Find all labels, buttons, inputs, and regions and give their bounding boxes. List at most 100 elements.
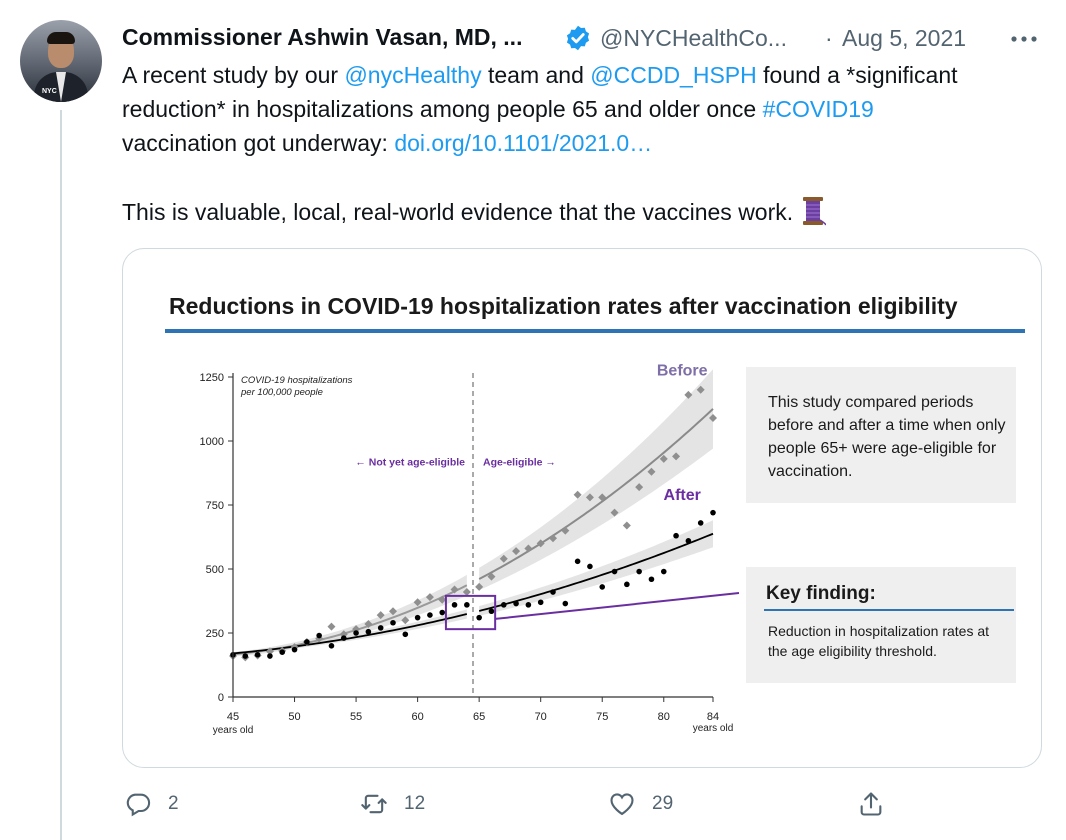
region-label-eligible: Age-eligible → bbox=[483, 456, 556, 468]
like-count: 29 bbox=[652, 793, 674, 814]
tweet-text-line-1: A recent study by our @nycHealthy team a… bbox=[122, 58, 958, 92]
before-data-point bbox=[635, 483, 644, 492]
before-data-point bbox=[573, 490, 582, 499]
before-data-point bbox=[598, 493, 607, 502]
tweet-timestamp[interactable]: Aug 5, 2021 bbox=[842, 25, 967, 51]
x-tick-label: 50 bbox=[288, 711, 300, 723]
mention-nychealthy[interactable]: @nycHealthy bbox=[344, 62, 482, 88]
after-data-point bbox=[660, 568, 667, 575]
author-name[interactable]: Commissioner Ashwin Vasan, MD, ... bbox=[122, 24, 523, 50]
x-tick-label: 75 bbox=[596, 711, 608, 723]
after-data-point bbox=[525, 602, 532, 608]
study-description-text: This study compared periods before and a… bbox=[768, 394, 1006, 480]
before-data-point bbox=[413, 598, 422, 607]
after-data-point bbox=[328, 643, 335, 649]
before-data-point bbox=[487, 572, 496, 581]
after-data-point bbox=[242, 653, 249, 659]
after-data-point bbox=[353, 630, 359, 636]
before-data-point bbox=[672, 452, 681, 461]
tweet-media-card[interactable]: Reductions in COVID-19 hospitalization r… bbox=[122, 248, 1042, 768]
tweet-text-line-3: vaccination got underway: doi.org/10.110… bbox=[122, 126, 652, 160]
before-data-point bbox=[315, 634, 324, 643]
key-finding-divider bbox=[764, 609, 1014, 611]
author-avatar[interactable]: NYC bbox=[20, 20, 102, 102]
share-icon bbox=[860, 792, 882, 816]
before-data-point bbox=[561, 526, 570, 535]
after-data-point bbox=[488, 608, 495, 615]
after-data-point bbox=[562, 600, 569, 607]
before-data-point bbox=[647, 467, 656, 476]
x-unit-label-start: years old bbox=[213, 725, 254, 736]
y-tick-label: 1000 bbox=[200, 436, 224, 448]
hashtag-covid19[interactable]: #COVID19 bbox=[762, 96, 874, 122]
doi-link[interactable]: doi.org/10.1101/2021.0… bbox=[394, 130, 653, 156]
like-button[interactable]: 29 bbox=[608, 784, 673, 824]
after-data-point bbox=[439, 609, 446, 616]
author-handle[interactable]: @NYCHealthCo... bbox=[600, 25, 787, 51]
before-right-confidence-band bbox=[479, 369, 713, 591]
y-tick-label: 750 bbox=[206, 500, 224, 512]
after-data-point bbox=[279, 649, 286, 655]
before-data-point bbox=[401, 616, 410, 625]
x-tick-label: 55 bbox=[350, 711, 362, 723]
after-data-point bbox=[476, 614, 482, 621]
series-label-before: Before bbox=[657, 363, 708, 380]
avatar-logo-text: NYC bbox=[42, 88, 57, 95]
before-data-point bbox=[339, 630, 348, 639]
key-finding-title: Key finding: bbox=[766, 583, 876, 604]
heart-icon bbox=[610, 793, 634, 816]
before-data-point bbox=[696, 385, 705, 394]
after-data-point bbox=[587, 563, 593, 570]
key-finding-box: Key finding: Reduction in hospitalizatio… bbox=[746, 567, 1016, 683]
y-tick-label: 500 bbox=[206, 564, 224, 576]
after-data-point bbox=[673, 532, 679, 539]
after-data-point bbox=[697, 520, 704, 526]
after-data-point bbox=[254, 651, 261, 658]
before-data-point bbox=[524, 544, 533, 553]
before-data-point bbox=[450, 585, 459, 594]
before-data-point bbox=[536, 539, 545, 548]
after-data-point bbox=[291, 646, 298, 653]
x-tick-label: 65 bbox=[473, 711, 485, 723]
after-data-point bbox=[365, 628, 372, 635]
after-data-point bbox=[390, 619, 396, 626]
chart-title: Reductions in COVID-19 hospitalization r… bbox=[169, 293, 958, 319]
key-finding-pointer-line bbox=[495, 592, 740, 620]
share-button[interactable] bbox=[857, 784, 885, 824]
after-data-point bbox=[710, 509, 716, 516]
after-right-fit-line bbox=[478, 532, 714, 612]
before-data-point bbox=[610, 508, 619, 517]
after-data-point bbox=[464, 602, 470, 608]
before-data-point bbox=[265, 647, 274, 656]
before-data-point bbox=[438, 595, 447, 604]
before-data-point bbox=[499, 554, 508, 563]
verified-badge-icon bbox=[566, 25, 590, 51]
reply-button[interactable]: 2 bbox=[124, 784, 179, 824]
retweet-button[interactable]: 12 bbox=[360, 784, 425, 824]
before-data-point bbox=[425, 593, 434, 602]
mention-ccdd-hsph[interactable]: @CCDD_HSPH bbox=[590, 62, 757, 88]
before-data-point bbox=[709, 413, 717, 422]
after-data-point bbox=[427, 612, 433, 618]
separator-dot: · bbox=[825, 25, 833, 51]
reply-count: 2 bbox=[168, 793, 179, 814]
after-data-point bbox=[574, 558, 581, 565]
y-tick-label: 0 bbox=[218, 692, 224, 704]
before-data-point bbox=[376, 611, 385, 620]
after-data-point bbox=[550, 589, 556, 595]
before-data-point bbox=[389, 607, 397, 616]
after-data-point bbox=[513, 600, 519, 607]
after-left-fit-line bbox=[232, 613, 468, 655]
text: reduction* in hospitalizations among peo… bbox=[122, 96, 763, 122]
threshold-highlight-box bbox=[444, 594, 497, 631]
y-tick-label: 1250 bbox=[200, 372, 224, 384]
after-right-confidence-band bbox=[479, 520, 713, 616]
after-data-point bbox=[611, 568, 618, 575]
text: vaccination got underway: bbox=[122, 130, 395, 156]
after-data-point bbox=[316, 632, 322, 639]
retweet-icon bbox=[361, 794, 387, 814]
after-data-point bbox=[451, 602, 458, 608]
after-data-point bbox=[648, 576, 655, 583]
more-icon[interactable] bbox=[1010, 34, 1038, 44]
